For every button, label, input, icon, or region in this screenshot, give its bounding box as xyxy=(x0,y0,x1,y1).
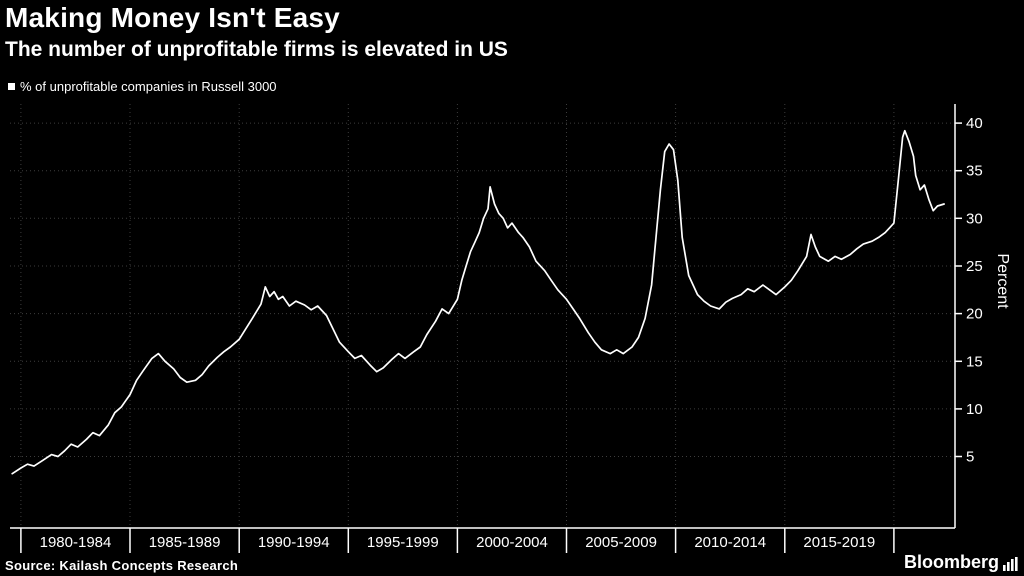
x-tick-label: 2010-2014 xyxy=(694,534,766,551)
x-tick-label: 2015-2019 xyxy=(803,534,875,551)
legend: % of unprofitable companies in Russell 3… xyxy=(8,79,277,94)
legend-label: % of unprofitable companies in Russell 3… xyxy=(20,79,277,94)
page-subtitle: The number of unprofitable firms is elev… xyxy=(5,38,508,61)
x-tick-label: 1980-1984 xyxy=(40,534,112,551)
y-axis-title: Percent xyxy=(994,253,1011,309)
y-tick-label: 30 xyxy=(966,210,983,227)
x-tick-label: 1995-1999 xyxy=(367,534,439,551)
x-tick-label: 2005-2009 xyxy=(585,534,657,551)
bloomberg-bars-icon xyxy=(1003,557,1018,571)
page-title: Making Money Isn't Easy xyxy=(5,2,340,33)
x-tick-label: 2000-2004 xyxy=(476,534,548,551)
y-tick-label: 25 xyxy=(966,258,983,275)
series-line xyxy=(11,129,945,475)
bloomberg-wordmark: Bloomberg xyxy=(903,552,999,572)
y-tick-label: 40 xyxy=(966,115,983,132)
y-tick-label: 20 xyxy=(966,306,983,323)
x-tick-label: 1985-1989 xyxy=(149,534,221,551)
y-tick-label: 5 xyxy=(966,449,974,466)
legend-marker-icon xyxy=(8,83,15,90)
x-tick-label: 1990-1994 xyxy=(258,534,330,551)
source-credit: Source: Kailash Concepts Research xyxy=(5,558,239,573)
y-tick-label: 10 xyxy=(966,401,983,418)
y-tick-label: 15 xyxy=(966,353,983,370)
bloomberg-logo: Bloomberg xyxy=(904,552,1018,573)
y-tick-label: 35 xyxy=(966,163,983,180)
